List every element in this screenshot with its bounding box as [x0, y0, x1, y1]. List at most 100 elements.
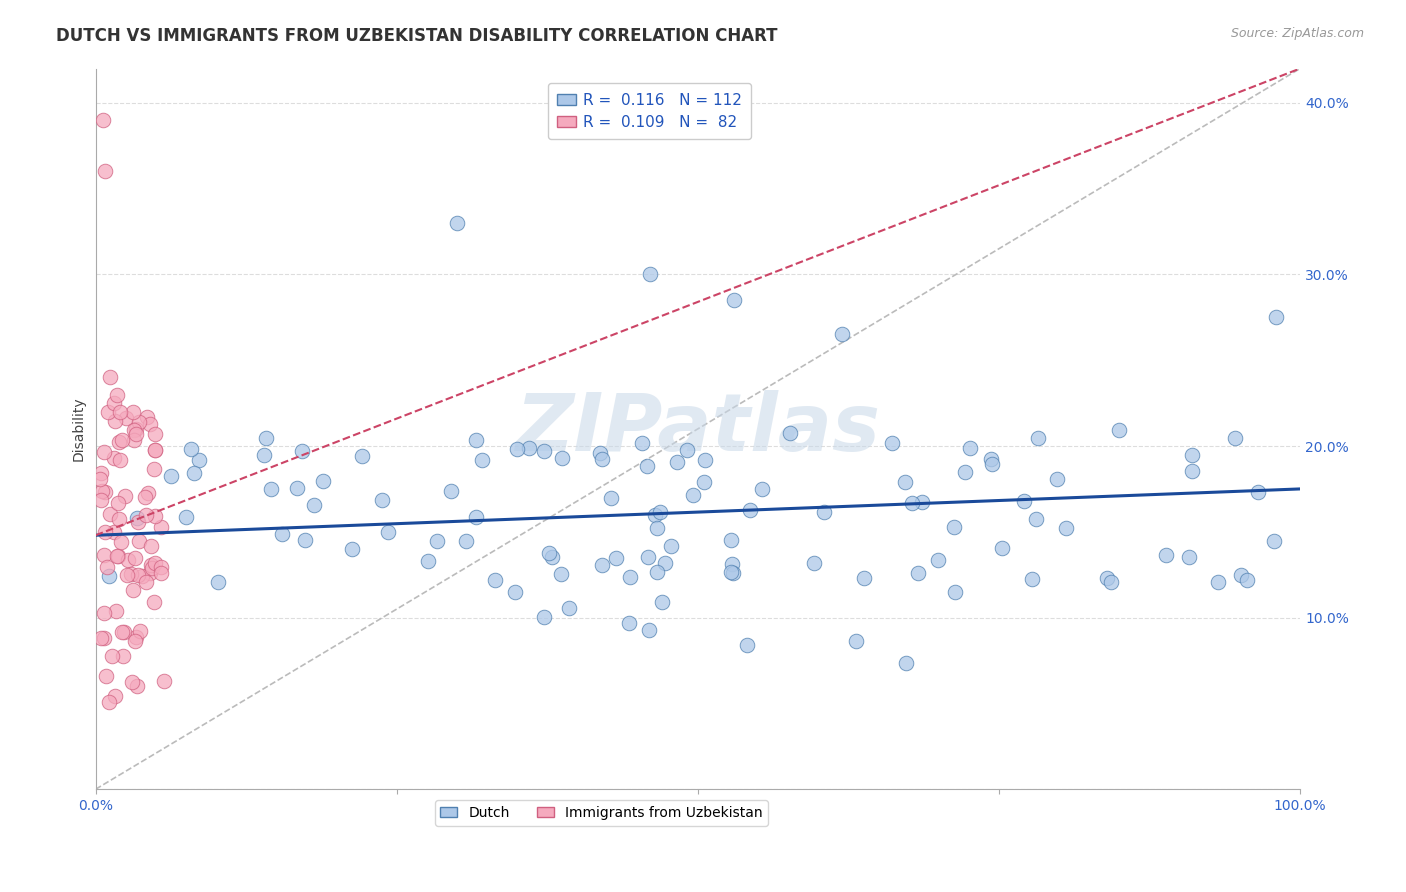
- Point: [651, 595, 673, 609]
- Point: [1206, 575, 1229, 590]
- Point: [90, 492, 112, 507]
- Point: [108, 405, 131, 419]
- Point: [108, 453, 131, 467]
- Point: [152, 673, 174, 688]
- Point: [139, 558, 162, 573]
- Point: [1154, 549, 1177, 563]
- Point: [465, 510, 488, 524]
- Point: [149, 559, 172, 574]
- Text: Source: ZipAtlas.com: Source: ZipAtlas.com: [1230, 27, 1364, 40]
- Point: [93, 445, 115, 459]
- Point: [605, 550, 627, 565]
- Point: [901, 496, 924, 510]
- Point: [894, 656, 917, 670]
- Point: [735, 638, 758, 652]
- Point: [108, 512, 131, 526]
- Point: [550, 567, 572, 582]
- Point: [143, 443, 166, 458]
- Point: [636, 458, 658, 473]
- Point: [464, 433, 486, 447]
- Point: [141, 560, 163, 574]
- Point: [645, 565, 668, 579]
- Point: [558, 600, 581, 615]
- Point: [143, 442, 166, 457]
- Point: [122, 423, 145, 437]
- Point: [207, 575, 229, 590]
- Point: [1223, 431, 1246, 445]
- Point: [1181, 464, 1204, 478]
- Point: [253, 448, 276, 462]
- Point: [94, 164, 117, 178]
- Point: [139, 417, 162, 431]
- Point: [93, 606, 115, 620]
- Point: [471, 453, 494, 467]
- Point: [676, 442, 699, 457]
- Point: [127, 511, 149, 525]
- Point: [260, 482, 283, 496]
- Point: [107, 496, 129, 510]
- Point: [160, 468, 183, 483]
- Point: [831, 327, 853, 342]
- Point: [416, 553, 439, 567]
- Point: [617, 615, 640, 630]
- Point: [176, 510, 198, 524]
- Point: [1108, 423, 1130, 437]
- Point: [665, 455, 688, 469]
- Point: [256, 431, 278, 445]
- Point: [104, 604, 127, 618]
- Point: [98, 569, 121, 583]
- Point: [271, 526, 294, 541]
- Point: [446, 216, 468, 230]
- Point: [779, 425, 801, 440]
- Point: [907, 566, 929, 580]
- Point: [122, 433, 145, 447]
- Point: [955, 465, 977, 479]
- Point: [1025, 512, 1047, 526]
- Point: [720, 566, 742, 580]
- Point: [1046, 472, 1069, 486]
- Text: ZIPatlas: ZIPatlas: [516, 390, 880, 468]
- Point: [1099, 574, 1122, 589]
- Point: [551, 450, 574, 465]
- Point: [128, 415, 150, 429]
- Point: [845, 633, 868, 648]
- Point: [129, 624, 152, 638]
- Point: [533, 444, 555, 458]
- Point: [1265, 310, 1288, 325]
- Point: [312, 474, 335, 488]
- Point: [115, 411, 138, 425]
- Point: [302, 498, 325, 512]
- Point: [96, 560, 118, 574]
- Point: [143, 509, 166, 524]
- Point: [131, 569, 153, 583]
- Point: [125, 680, 148, 694]
- Point: [853, 571, 876, 585]
- Point: [1054, 521, 1077, 535]
- Point: [538, 546, 561, 560]
- Point: [813, 505, 835, 519]
- Point: [143, 556, 166, 570]
- Point: [128, 534, 150, 549]
- Point: [645, 520, 668, 534]
- Point: [723, 293, 745, 308]
- Point: [540, 550, 562, 565]
- Point: [135, 508, 157, 522]
- Point: [638, 623, 661, 637]
- Point: [1229, 567, 1251, 582]
- Point: [183, 466, 205, 480]
- Point: [94, 524, 117, 539]
- Point: [352, 450, 374, 464]
- Point: [98, 507, 121, 521]
- Point: [682, 487, 704, 501]
- Point: [911, 495, 934, 509]
- Point: [187, 452, 209, 467]
- Text: DUTCH VS IMMIGRANTS FROM UZBEKISTAN DISABILITY CORRELATION CHART: DUTCH VS IMMIGRANTS FROM UZBEKISTAN DISA…: [56, 27, 778, 45]
- Point: [648, 506, 671, 520]
- Point: [124, 550, 146, 565]
- Point: [340, 541, 363, 556]
- Point: [503, 585, 526, 599]
- Point: [104, 690, 127, 704]
- Point: [143, 595, 166, 609]
- Point: [1263, 533, 1285, 548]
- Point: [112, 625, 135, 640]
